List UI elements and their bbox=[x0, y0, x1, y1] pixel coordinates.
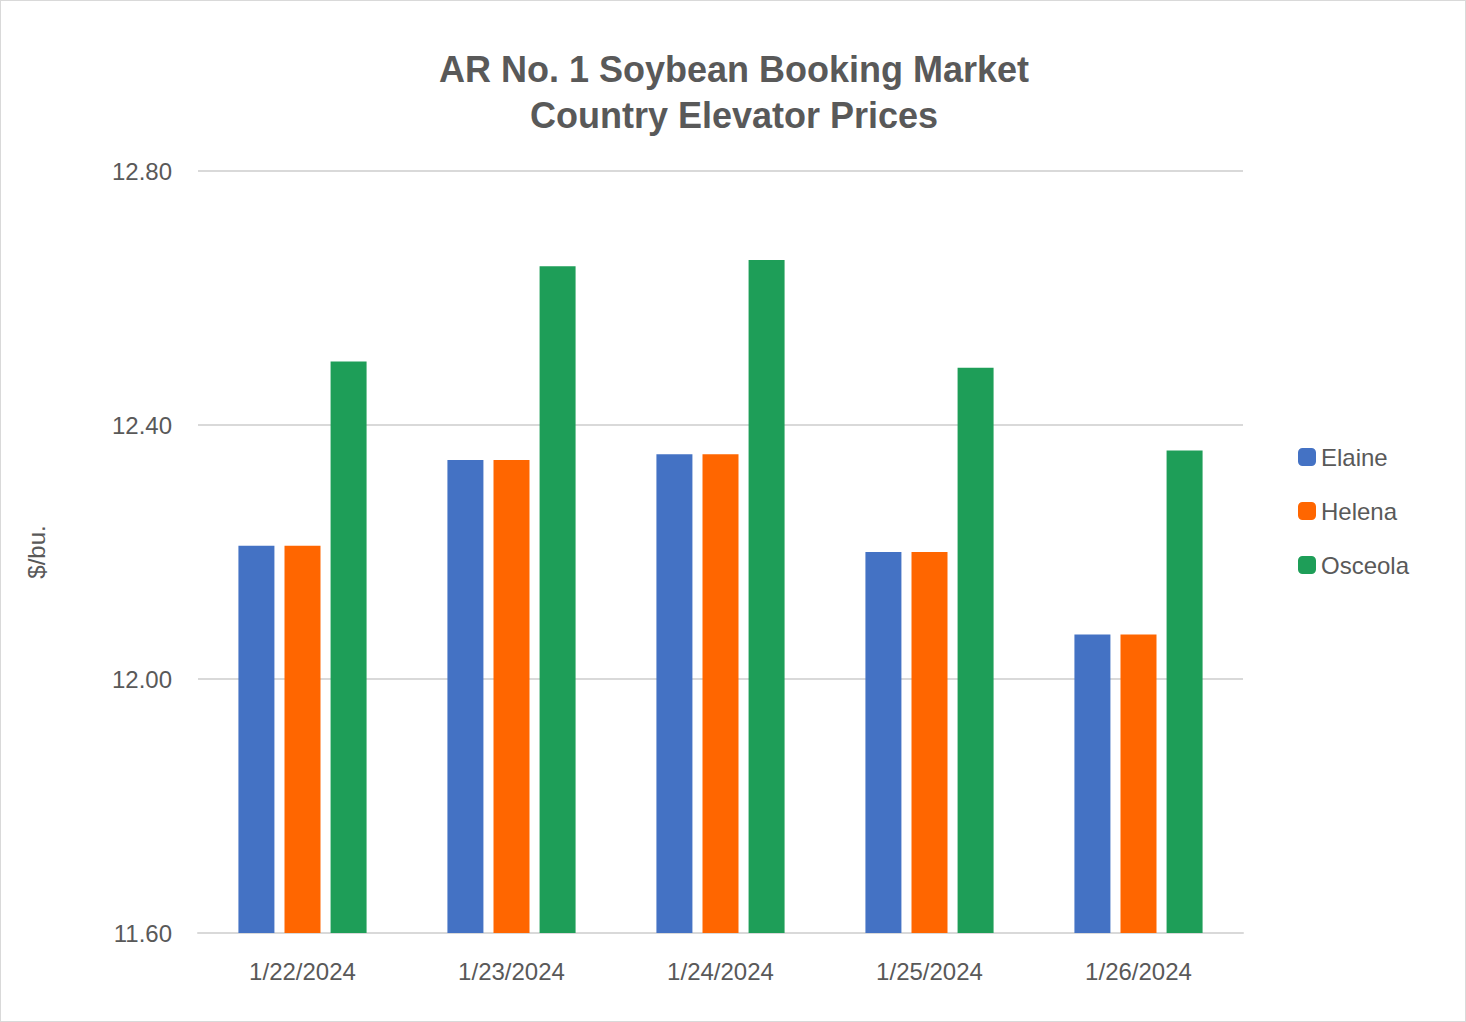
svg-text:1/23/2024: 1/23/2024 bbox=[458, 958, 565, 985]
svg-text:12.80: 12.80 bbox=[112, 158, 172, 185]
svg-text:1/24/2024: 1/24/2024 bbox=[667, 958, 774, 985]
svg-text:AR No. 1 Soybean Booking Marke: AR No. 1 Soybean Booking Market bbox=[439, 49, 1029, 90]
svg-text:1/26/2024: 1/26/2024 bbox=[1085, 958, 1192, 985]
svg-text:1/25/2024: 1/25/2024 bbox=[876, 958, 983, 985]
svg-text:12.40: 12.40 bbox=[112, 412, 172, 439]
svg-text:Country Elevator Prices: Country Elevator Prices bbox=[530, 95, 938, 136]
svg-text:1/22/2024: 1/22/2024 bbox=[249, 958, 356, 985]
svg-text:12.00: 12.00 bbox=[112, 666, 172, 693]
svg-text:Elaine: Elaine bbox=[1321, 444, 1388, 471]
svg-text:11.60: 11.60 bbox=[114, 920, 172, 947]
svg-text:Osceola: Osceola bbox=[1321, 552, 1410, 579]
svg-text:$/bu.: $/bu. bbox=[23, 525, 50, 578]
svg-text:Helena: Helena bbox=[1321, 498, 1398, 525]
